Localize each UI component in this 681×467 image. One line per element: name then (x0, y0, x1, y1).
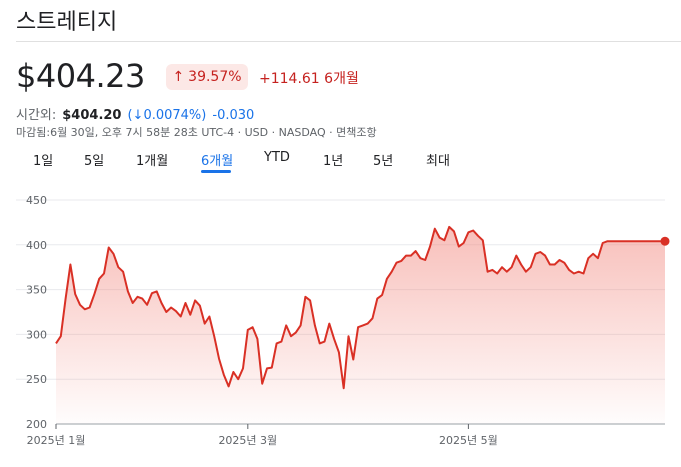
after-hours-change: -0.030 (212, 108, 255, 123)
stock-name: 스트레티지 (16, 10, 118, 35)
active-tab-underline (201, 170, 231, 173)
after-hours-price: $404.20 (62, 108, 122, 123)
y-tick-label: 250 (26, 373, 47, 386)
tab-ytd[interactable]: YTD (264, 150, 290, 165)
current-price: $404.23 (16, 57, 145, 95)
price-area (56, 226, 665, 424)
tab-1m[interactable]: 1개월 (136, 154, 169, 169)
y-tick-label: 200 (26, 418, 47, 431)
y-tick-label: 350 (26, 284, 47, 297)
tab-max[interactable]: 최대 (426, 154, 450, 169)
price-line (55, 225, 665, 390)
header-divider (16, 41, 681, 42)
tab-5d[interactable]: 5일 (84, 154, 105, 169)
x-tick-label: 2025년 3월 (218, 434, 277, 447)
y-tick-label: 450 (26, 194, 47, 207)
after-hours-row: 시간외: $404.20 (↓0.0074%) -0.030 (16, 104, 254, 123)
after-hours-percent: (↓0.0074%) (127, 108, 207, 123)
tab-6m[interactable]: 6개월 (201, 154, 234, 169)
tab-1y[interactable]: 1년 (323, 154, 344, 169)
after-hours-label: 시간외: (16, 108, 57, 123)
y-tick-label: 400 (26, 239, 47, 252)
last-price-point (660, 236, 670, 246)
x-tick-label: 2025년 5월 (439, 434, 498, 447)
x-axis-labels: 2025년 1월 2025년 3월 2025년 5월 (27, 424, 498, 447)
market-meta: 마감됨:6월 30일, 오후 7시 58분 28초 UTC-4 · USD · … (16, 126, 377, 139)
tab-5y[interactable]: 5년 (373, 154, 394, 169)
change-percent-badge: ↑ 39.57% (166, 64, 248, 90)
tab-1d[interactable]: 1일 (33, 154, 54, 169)
x-tick-label: 2025년 1월 (27, 434, 86, 447)
arrow-up-icon: ↑ (172, 69, 185, 85)
change-amount: +114.61 6개월 (259, 71, 359, 87)
y-axis-labels: 200 250 300 350 400 450 (26, 194, 47, 431)
change-percent: 39.57% (188, 69, 242, 85)
y-tick-label: 300 (26, 328, 47, 341)
